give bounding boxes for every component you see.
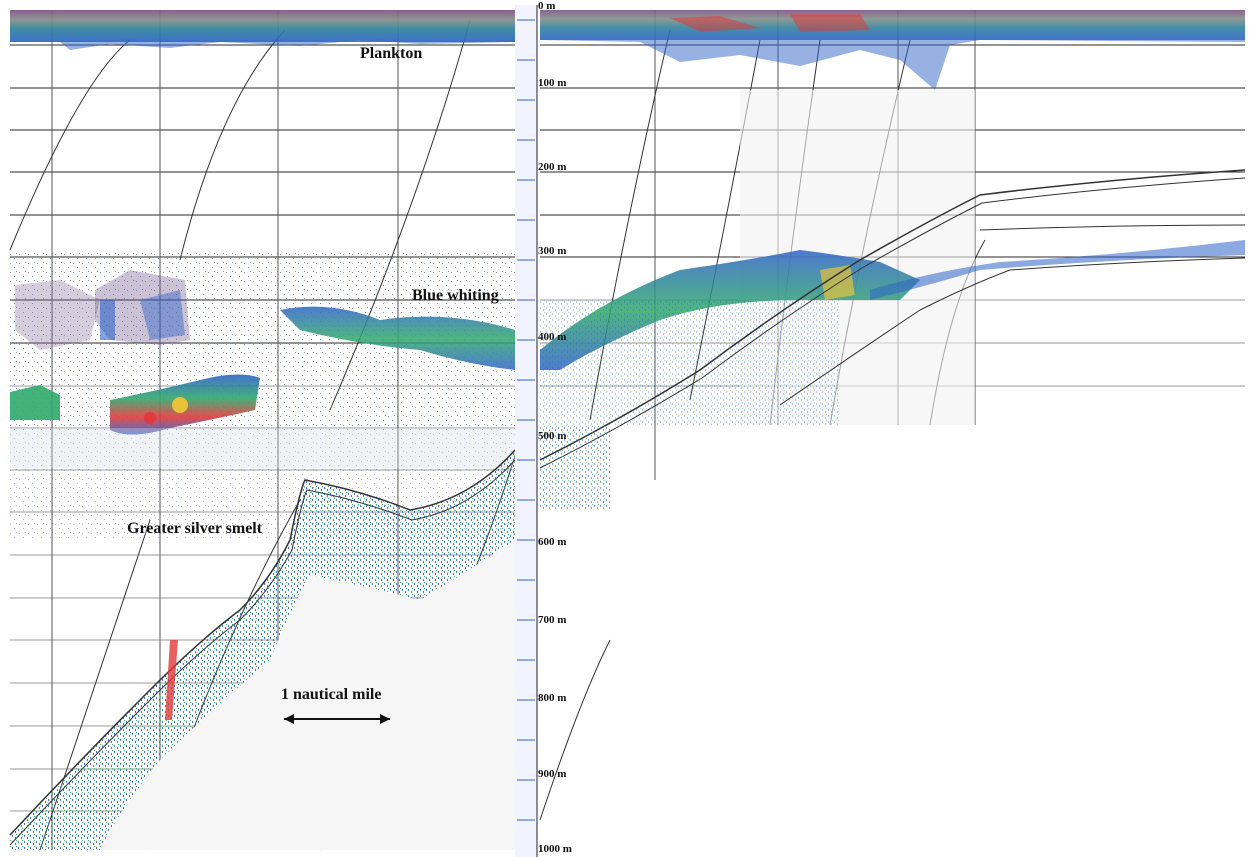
scale-bar-label: 1 nautical mile <box>281 686 382 703</box>
blue-whiting-label: Blue whiting <box>412 287 499 304</box>
seabed-line-right <box>539 169 1246 461</box>
right-panel <box>539 10 1246 821</box>
double-arrow-icon <box>284 714 390 724</box>
plankton-label: Plankton <box>360 45 423 62</box>
seabed-line-left <box>9 449 516 836</box>
depth-label-900: 900 m <box>538 768 567 780</box>
depth-label-400: 400 m <box>538 331 567 343</box>
depth-label-600: 600 m <box>538 536 567 548</box>
below-seabed-left <box>100 540 515 850</box>
left-panel <box>9 10 521 851</box>
depth-label-800: 800 m <box>538 692 567 704</box>
depth-scale-strip <box>515 5 538 857</box>
blue-whiting-school-left <box>280 306 515 370</box>
depth-label-100: 100 m <box>538 77 567 89</box>
depth-label-300: 300 m <box>538 245 567 257</box>
depth-label-0: 0 m <box>538 0 556 12</box>
depth-label-200: 200 m <box>538 161 567 173</box>
depth-label-500: 500 m <box>538 430 567 442</box>
greater-silver-smelt-label: Greater silver smelt <box>127 520 263 537</box>
depth-label-1000: 1000 m <box>538 843 572 855</box>
seabed-echoes-left <box>10 450 515 850</box>
depth-label-700: 700 m <box>538 614 567 626</box>
